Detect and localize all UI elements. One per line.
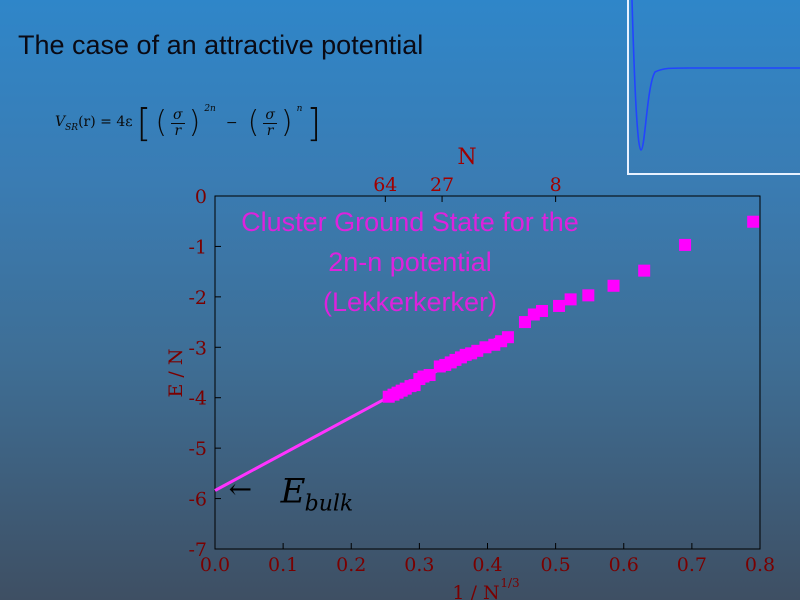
x-tick-label: 0.7 [677,554,707,576]
data-point [536,304,548,317]
top-tick-label: 27 [430,174,454,196]
x-tick-label: 0.5 [541,554,571,576]
potential-curve [631,0,800,151]
plot-area: 0.0 0.1 0.2 0.3 0.4 0.5 0.6 0.7 0.8 0 -1 -2 -3 -4 -5 -6… [165,145,775,600]
y-tick-label: 0 [195,186,207,208]
data-point [553,299,566,312]
data-point [638,264,651,277]
chart-title: Cluster Ground State for the 2n-n potent… [200,202,620,322]
data-point [747,215,760,228]
ebulk-subscript: bulk [305,491,354,516]
x-tick-label: 0.1 [268,554,298,576]
potential-curve-svg [631,0,800,151]
slide-title: The case of an attractive potential [18,30,424,60]
y-tick-label: -1 [188,236,207,258]
formula-bracket-close: ] [306,101,322,145]
formula-power-1: 2n [204,104,216,114]
y-tick-label: -7 [188,539,207,561]
data-point [607,279,620,292]
formula-bracket-open: [ [136,101,152,145]
chart-title-line-3: (Lekkerkerker) [322,287,498,317]
data-point [679,238,692,251]
x-tick-label: 0.6 [609,554,639,576]
formula-minus: − [225,115,238,131]
data-point [501,331,514,344]
x-tick-label: 0.4 [472,554,502,576]
ebulk-arrow: ← [229,472,252,505]
top-axis-label: N [457,145,476,170]
y-tick-label: -3 [188,337,207,359]
potential-inset-plot [627,0,800,175]
chart-title-line-2: 2n-n potential [328,247,492,277]
x-tick-label: 0.0 [200,554,230,576]
formula-lhs: VSR(r) = 4ε [55,113,133,133]
x-tick-label: 0.2 [336,554,366,576]
ebulk-symbol: E [280,471,306,511]
top-tick-label: 8 [550,174,562,196]
data-point [423,369,436,382]
data-point [582,289,595,302]
y-tick-label: -4 [188,388,207,410]
top-tick-label: 64 [373,174,397,196]
y-tick-label: -6 [188,489,207,511]
x-axis-label-superscript: 1/3 [500,576,519,590]
data-point [564,293,577,306]
x-axis-label: 1 / N [452,582,499,600]
y-tick-label: -2 [188,287,207,309]
y-tick-label: -5 [188,438,207,460]
x-tick-label: 0.3 [404,554,434,576]
chart-title-line-1: Cluster Ground State for the [241,207,579,237]
y-axis-label: E / N [165,349,187,398]
x-tick-label: 0.8 [745,554,775,576]
formula-power-2: n [296,104,303,114]
